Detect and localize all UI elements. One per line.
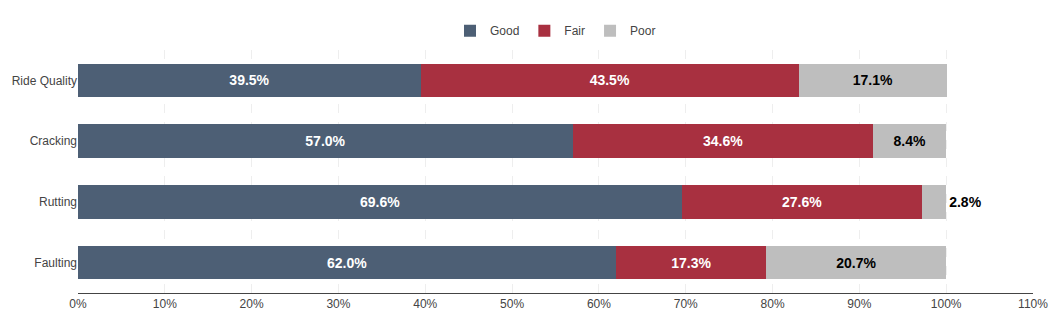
svg-text:70%: 70% — [674, 297, 698, 311]
svg-text:27.6%: 27.6% — [782, 194, 822, 210]
svg-text:62.0%: 62.0% — [327, 255, 367, 271]
svg-text:Faulting: Faulting — [34, 256, 77, 270]
svg-text:Ride Quality: Ride Quality — [12, 74, 77, 88]
svg-text:80%: 80% — [761, 297, 785, 311]
svg-text:17.1%: 17.1% — [853, 72, 893, 88]
svg-text:0%: 0% — [69, 297, 87, 311]
svg-text:34.6%: 34.6% — [703, 133, 743, 149]
svg-text:90%: 90% — [847, 297, 871, 311]
svg-text:8.4%: 8.4% — [893, 133, 925, 149]
svg-text:20.7%: 20.7% — [836, 255, 876, 271]
svg-text:20%: 20% — [240, 297, 264, 311]
svg-text:50%: 50% — [500, 297, 524, 311]
svg-text:60%: 60% — [587, 297, 611, 311]
svg-text:Cracking: Cracking — [30, 134, 77, 148]
svg-text:100%: 100% — [931, 297, 962, 311]
svg-text:43.5%: 43.5% — [590, 72, 630, 88]
svg-text:17.3%: 17.3% — [671, 255, 711, 271]
svg-text:69.6%: 69.6% — [360, 194, 400, 210]
svg-text:Rutting: Rutting — [39, 195, 77, 209]
svg-text:57.0%: 57.0% — [305, 133, 345, 149]
svg-text:Fair: Fair — [564, 24, 585, 38]
svg-text:Good: Good — [490, 24, 519, 38]
svg-text:39.5%: 39.5% — [229, 72, 269, 88]
svg-text:110%: 110% — [1018, 297, 1048, 311]
svg-text:Poor: Poor — [630, 24, 655, 38]
svg-text:2.8%: 2.8% — [949, 194, 981, 210]
svg-text:40%: 40% — [413, 297, 437, 311]
svg-text:10%: 10% — [153, 297, 177, 311]
svg-text:30%: 30% — [326, 297, 350, 311]
